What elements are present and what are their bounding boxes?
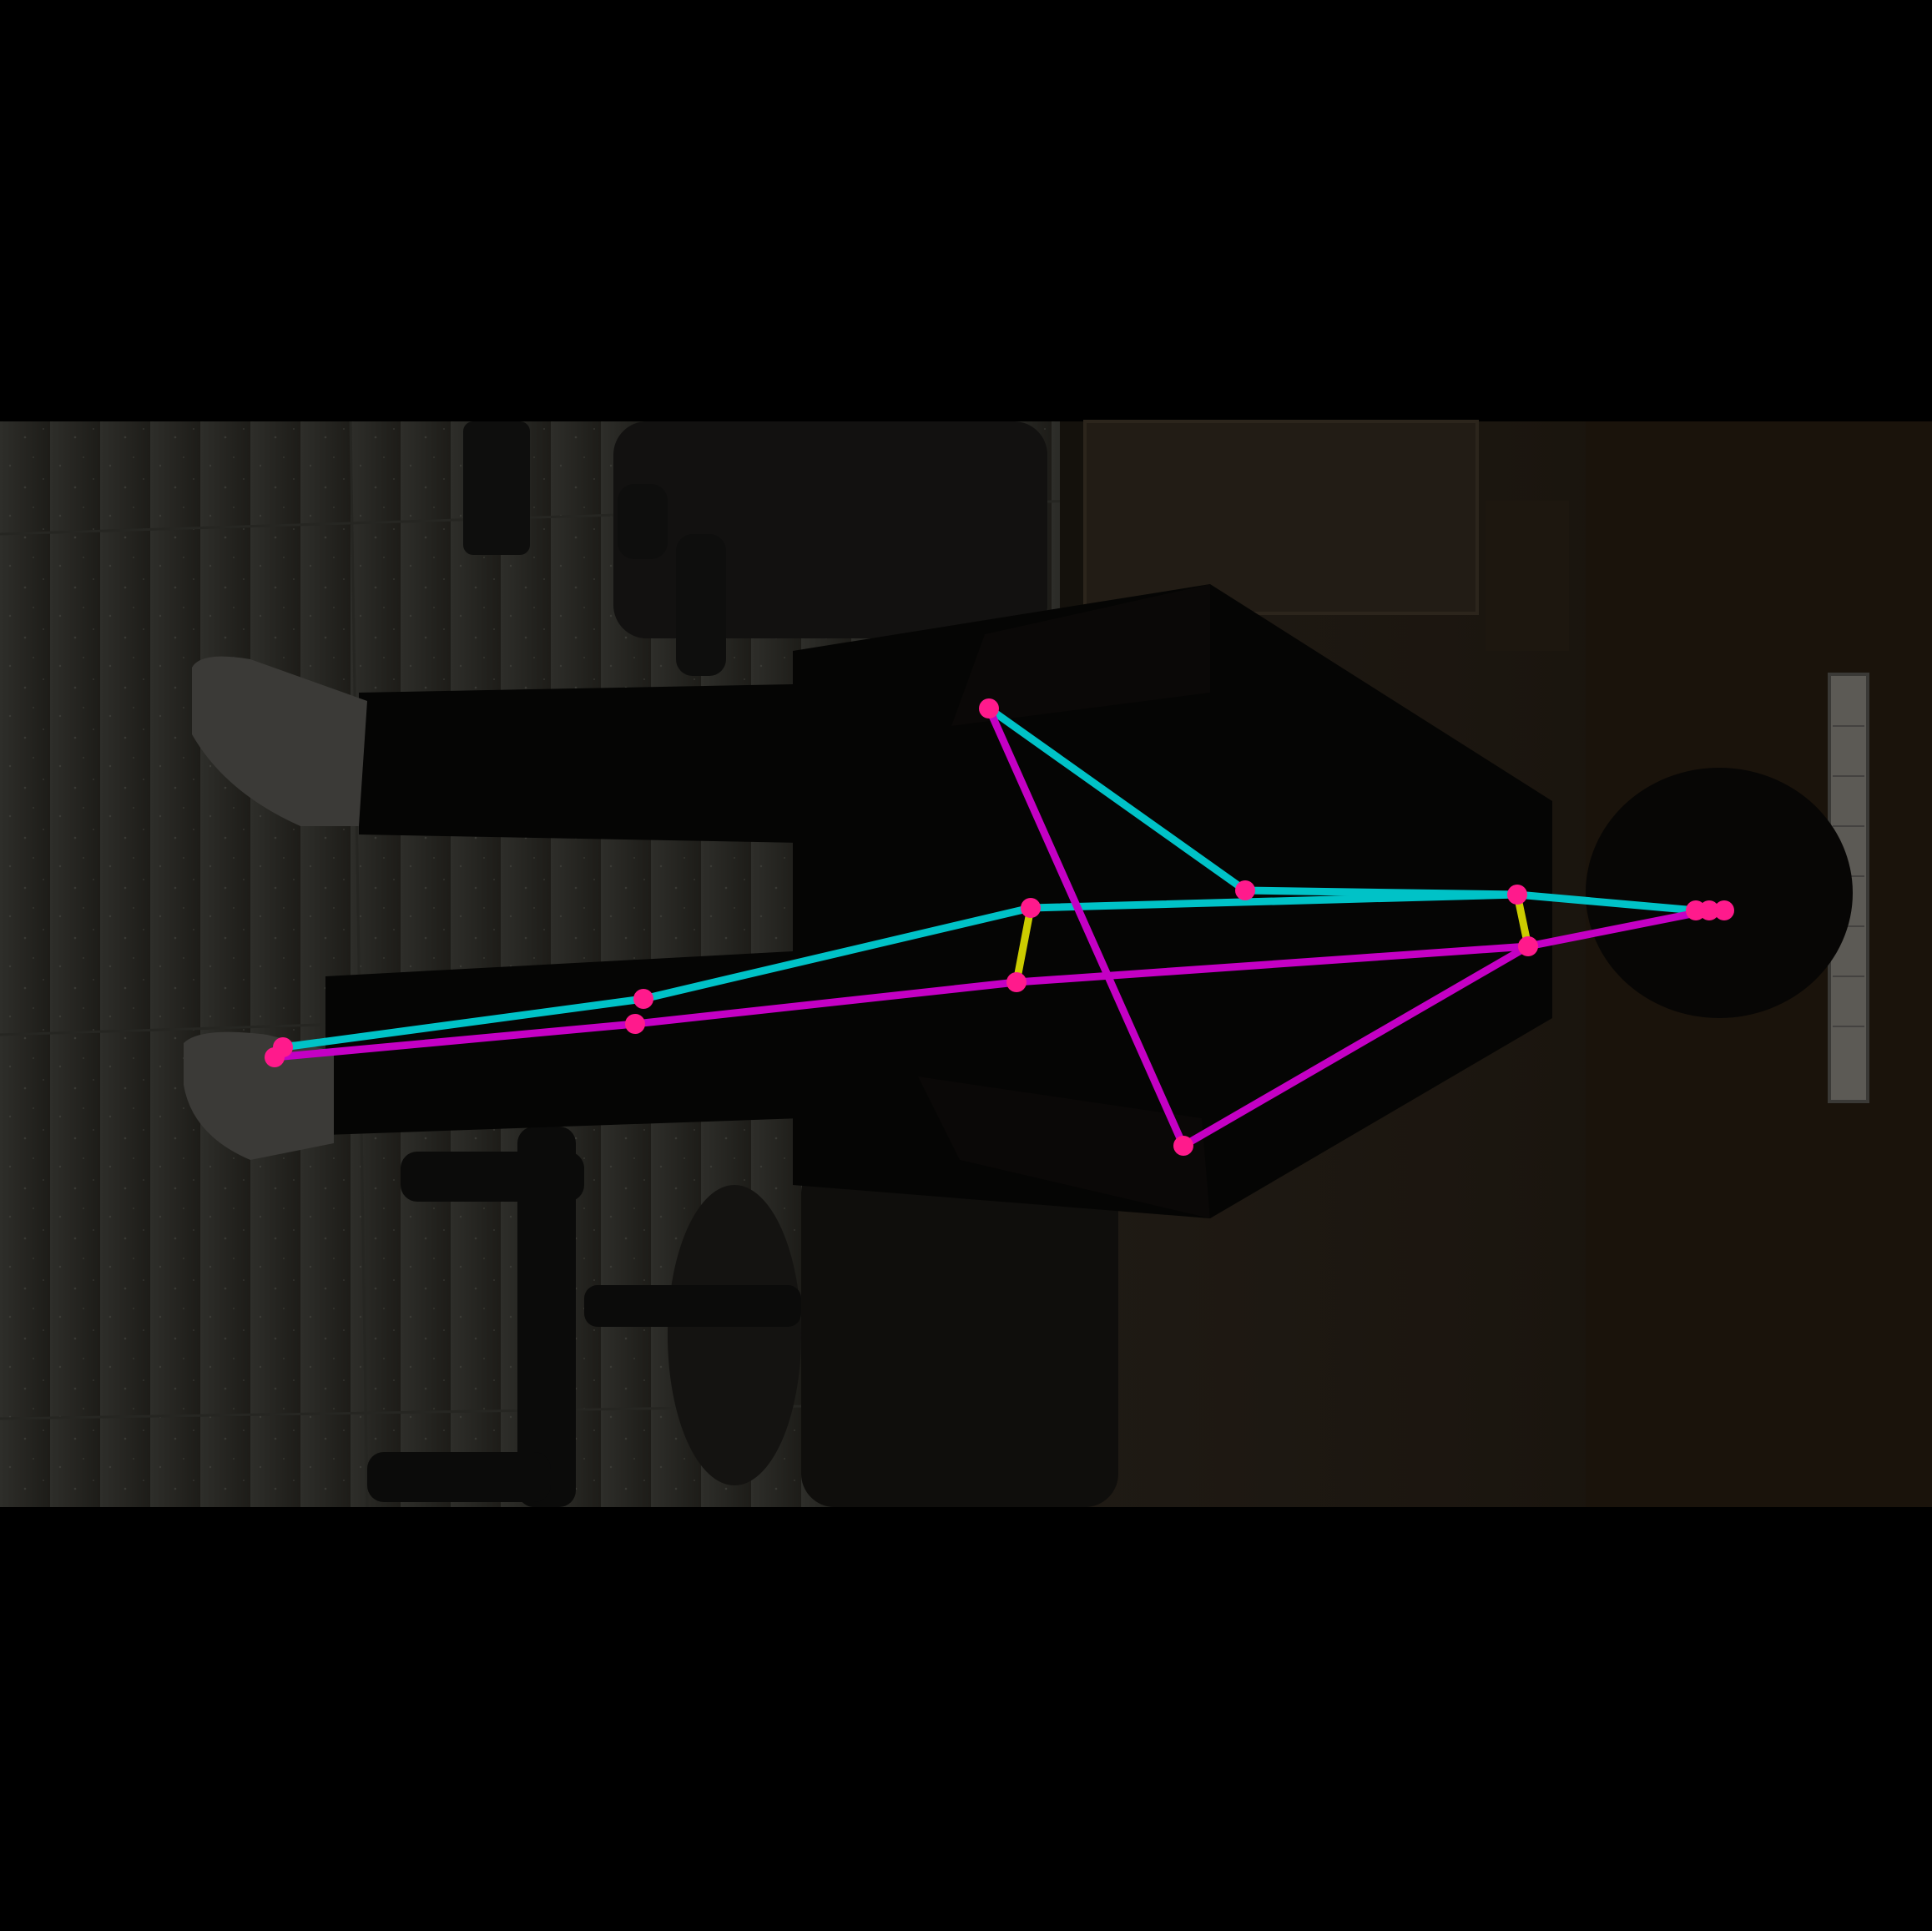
keypoint-right-eye [1686,900,1706,920]
limb-left-forearm [985,704,1188,1150]
keypoint-right-elbow [1235,880,1255,900]
skeleton-keypoints [265,698,1734,1156]
cabinet [1083,420,1479,615]
keypoint-left-hip [1006,972,1027,992]
limb-right-shin [279,995,648,1051]
limb-right-torso [1027,890,1521,912]
skeleton-limbs [270,704,1713,1150]
cabinet-drawer [1486,501,1569,651]
limb-hip-line [1012,904,1035,986]
pose-skeleton [265,698,1734,1156]
keypoint-left-wrist [1173,1136,1193,1156]
chair-bottom [367,1127,1118,1507]
keypoint-right-wrist [979,698,999,718]
limb-left-thigh [631,978,1021,1028]
bottom-letterbox [0,1507,1932,1931]
chair-top [463,421,1047,676]
keypoint-right-shoulder [1507,885,1527,905]
limb-right-neck [1513,890,1700,915]
limb-left-shin [270,1020,639,1061]
limb-right-thigh [639,904,1035,1003]
limb-left-torso [1012,942,1532,986]
keypoint-left-knee [625,1014,645,1034]
limb-left-arm [1179,942,1532,1150]
top-letterbox [0,0,1932,421]
keypoint-right-hip [1021,898,1041,918]
keypoint-right-knee [633,989,653,1009]
limb-right-forearm [985,704,1249,895]
keypoint-left-ankle [265,1047,285,1067]
photo [0,420,1932,1508]
keypoint-left-shoulder [1518,936,1538,956]
limb-left-neck [1524,906,1713,950]
keypoint-nose [1714,900,1734,920]
